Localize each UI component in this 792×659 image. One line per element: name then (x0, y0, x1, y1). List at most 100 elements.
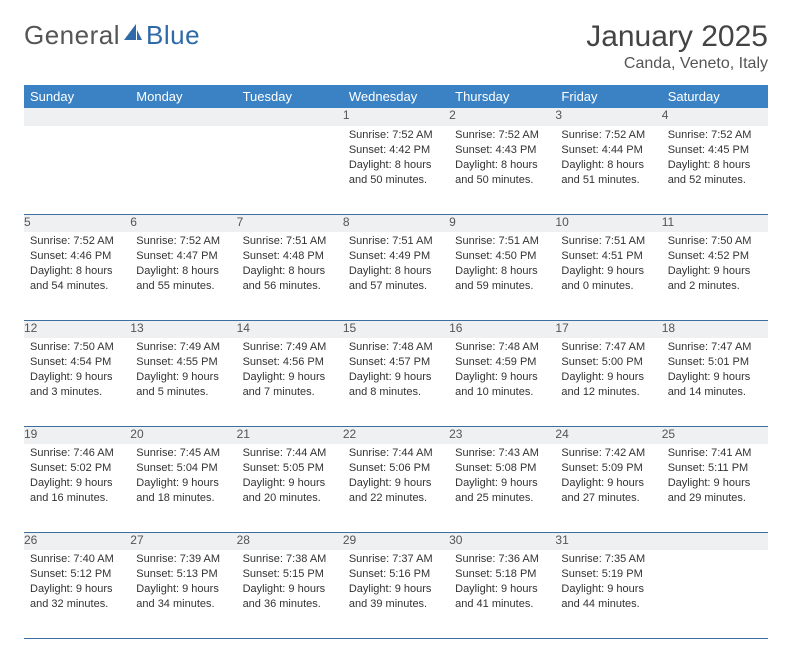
day-info-line: Sunset: 5:13 PM (136, 567, 230, 582)
day-info-line: and 54 minutes. (30, 279, 124, 294)
day-cell-content: Sunrise: 7:52 AMSunset: 4:44 PMDaylight:… (555, 126, 661, 191)
day-info-line: Daylight: 9 hours (136, 582, 230, 597)
day-cell: Sunrise: 7:47 AMSunset: 5:01 PMDaylight:… (662, 338, 768, 426)
day-cell: Sunrise: 7:48 AMSunset: 4:59 PMDaylight:… (449, 338, 555, 426)
day-info-line: Daylight: 8 hours (455, 158, 549, 173)
day-cell-content: Sunrise: 7:42 AMSunset: 5:09 PMDaylight:… (555, 444, 661, 509)
day-cell-content: Sunrise: 7:44 AMSunset: 5:06 PMDaylight:… (343, 444, 449, 509)
day-info-line: Daylight: 8 hours (668, 158, 762, 173)
day-cell: Sunrise: 7:51 AMSunset: 4:50 PMDaylight:… (449, 232, 555, 320)
day-info-line: Sunset: 5:00 PM (561, 355, 655, 370)
day-info-line: Sunrise: 7:52 AM (455, 128, 549, 143)
day-cell-content: Sunrise: 7:50 AMSunset: 4:52 PMDaylight:… (662, 232, 768, 297)
day-number-cell: 6 (130, 214, 236, 232)
day-cell: Sunrise: 7:51 AMSunset: 4:49 PMDaylight:… (343, 232, 449, 320)
day-info-line: Daylight: 9 hours (349, 476, 443, 491)
day-number-cell: 10 (555, 214, 661, 232)
day-info-line: Daylight: 8 hours (349, 158, 443, 173)
week-content-row: Sunrise: 7:52 AMSunset: 4:42 PMDaylight:… (24, 126, 768, 214)
day-cell: Sunrise: 7:49 AMSunset: 4:55 PMDaylight:… (130, 338, 236, 426)
day-info-line: Sunset: 4:55 PM (136, 355, 230, 370)
day-info-line: Daylight: 9 hours (136, 476, 230, 491)
day-info-line: Sunrise: 7:44 AM (243, 446, 337, 461)
location: Canda, Veneto, Italy (586, 55, 768, 73)
day-cell: Sunrise: 7:51 AMSunset: 4:48 PMDaylight:… (237, 232, 343, 320)
day-cell: Sunrise: 7:52 AMSunset: 4:44 PMDaylight:… (555, 126, 661, 214)
day-info-line: Sunset: 5:02 PM (30, 461, 124, 476)
day-number-cell: 30 (449, 532, 555, 550)
day-info-line: Daylight: 9 hours (243, 582, 337, 597)
day-cell-content: Sunrise: 7:41 AMSunset: 5:11 PMDaylight:… (662, 444, 768, 509)
day-info-line: Sunrise: 7:51 AM (455, 234, 549, 249)
day-info-line: Sunrise: 7:45 AM (136, 446, 230, 461)
day-cell: Sunrise: 7:43 AMSunset: 5:08 PMDaylight:… (449, 444, 555, 532)
day-cell: Sunrise: 7:46 AMSunset: 5:02 PMDaylight:… (24, 444, 130, 532)
day-info-line: Sunrise: 7:50 AM (30, 340, 124, 355)
day-info-line: Daylight: 9 hours (455, 370, 549, 385)
day-header: Saturday (662, 85, 768, 108)
day-info-line: Sunrise: 7:35 AM (561, 552, 655, 567)
day-info-line: Sunset: 4:51 PM (561, 249, 655, 264)
day-info-line: and 50 minutes. (349, 173, 443, 188)
day-cell-content: Sunrise: 7:52 AMSunset: 4:45 PMDaylight:… (662, 126, 768, 191)
day-cell-content: Sunrise: 7:49 AMSunset: 4:55 PMDaylight:… (130, 338, 236, 403)
day-number-cell: 18 (662, 320, 768, 338)
week-daynum-row: 262728293031 (24, 532, 768, 550)
day-info-line: and 32 minutes. (30, 597, 124, 612)
day-cell-content: Sunrise: 7:51 AMSunset: 4:48 PMDaylight:… (237, 232, 343, 297)
day-cell: Sunrise: 7:40 AMSunset: 5:12 PMDaylight:… (24, 550, 130, 638)
day-info-line: Sunset: 4:44 PM (561, 143, 655, 158)
day-info-line: Daylight: 9 hours (561, 582, 655, 597)
day-info-line: Sunrise: 7:49 AM (136, 340, 230, 355)
day-info-line: Sunset: 4:48 PM (243, 249, 337, 264)
day-info-line: Sunset: 4:56 PM (243, 355, 337, 370)
day-cell: Sunrise: 7:36 AMSunset: 5:18 PMDaylight:… (449, 550, 555, 638)
day-info-line: Sunrise: 7:43 AM (455, 446, 549, 461)
day-info-line: Sunset: 4:46 PM (30, 249, 124, 264)
calendar-body: 1234Sunrise: 7:52 AMSunset: 4:42 PMDayli… (24, 108, 768, 638)
day-info-line: and 5 minutes. (136, 385, 230, 400)
day-number-cell: 28 (237, 532, 343, 550)
day-info-line: and 14 minutes. (668, 385, 762, 400)
day-info-line: Sunrise: 7:51 AM (561, 234, 655, 249)
day-cell-content: Sunrise: 7:52 AMSunset: 4:43 PMDaylight:… (449, 126, 555, 191)
day-info-line: Sunset: 5:16 PM (349, 567, 443, 582)
day-info-line: Sunset: 5:11 PM (668, 461, 762, 476)
day-info-line: and 3 minutes. (30, 385, 124, 400)
day-info-line: Sunrise: 7:51 AM (243, 234, 337, 249)
day-cell-content (130, 126, 236, 132)
day-info-line: Daylight: 8 hours (561, 158, 655, 173)
day-info-line: Daylight: 9 hours (455, 476, 549, 491)
day-cell-content: Sunrise: 7:48 AMSunset: 4:57 PMDaylight:… (343, 338, 449, 403)
day-info-line: and 12 minutes. (561, 385, 655, 400)
day-header: Friday (555, 85, 661, 108)
day-info-line: Sunrise: 7:37 AM (349, 552, 443, 567)
day-header: Tuesday (237, 85, 343, 108)
calendar-table: Sunday Monday Tuesday Wednesday Thursday… (24, 85, 768, 639)
day-info-line: Sunrise: 7:50 AM (668, 234, 762, 249)
day-cell: Sunrise: 7:47 AMSunset: 5:00 PMDaylight:… (555, 338, 661, 426)
day-cell-content: Sunrise: 7:36 AMSunset: 5:18 PMDaylight:… (449, 550, 555, 615)
day-cell (130, 126, 236, 214)
day-info-line: Sunset: 5:08 PM (455, 461, 549, 476)
day-number-cell: 1 (343, 108, 449, 126)
day-header: Thursday (449, 85, 555, 108)
day-info-line: Daylight: 9 hours (136, 370, 230, 385)
header: General Blue January 2025 Canda, Veneto,… (24, 20, 768, 73)
day-cell-content: Sunrise: 7:52 AMSunset: 4:46 PMDaylight:… (24, 232, 130, 297)
day-number-cell (24, 108, 130, 126)
day-cell-content: Sunrise: 7:45 AMSunset: 5:04 PMDaylight:… (130, 444, 236, 509)
day-info-line: Sunrise: 7:41 AM (668, 446, 762, 461)
day-cell-content: Sunrise: 7:38 AMSunset: 5:15 PMDaylight:… (237, 550, 343, 615)
day-number-cell: 12 (24, 320, 130, 338)
day-cell-content (237, 126, 343, 132)
day-number-cell (130, 108, 236, 126)
day-info-line: Sunset: 4:45 PM (668, 143, 762, 158)
day-info-line: and 25 minutes. (455, 491, 549, 506)
day-cell-content (662, 550, 768, 556)
day-info-line: Daylight: 9 hours (668, 264, 762, 279)
logo-text-general: General (24, 20, 120, 51)
day-info-line: and 7 minutes. (243, 385, 337, 400)
day-info-line: and 36 minutes. (243, 597, 337, 612)
week-daynum-row: 1234 (24, 108, 768, 126)
